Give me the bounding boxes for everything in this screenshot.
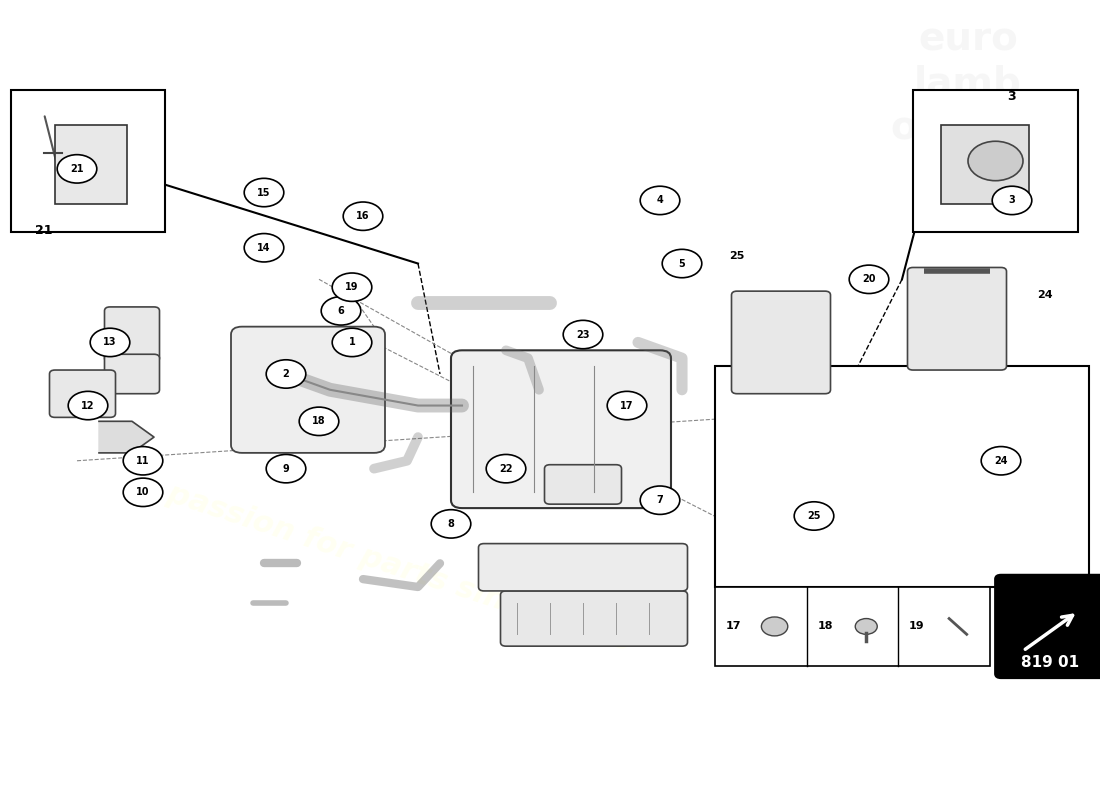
Text: 22: 22 — [499, 464, 513, 474]
Circle shape — [640, 486, 680, 514]
Circle shape — [856, 618, 878, 634]
Text: 20: 20 — [862, 274, 876, 284]
Text: 2: 2 — [283, 369, 289, 379]
FancyBboxPatch shape — [715, 366, 1089, 587]
FancyBboxPatch shape — [500, 591, 688, 646]
Text: 19: 19 — [345, 282, 359, 292]
Text: 7: 7 — [657, 495, 663, 506]
Text: 17: 17 — [726, 622, 741, 631]
FancyBboxPatch shape — [50, 370, 116, 418]
Text: 8: 8 — [448, 519, 454, 529]
Circle shape — [68, 391, 108, 420]
Text: 21: 21 — [35, 224, 53, 237]
Circle shape — [123, 478, 163, 506]
Circle shape — [640, 186, 680, 214]
Text: 11: 11 — [136, 456, 150, 466]
Circle shape — [662, 250, 702, 278]
FancyBboxPatch shape — [908, 267, 1007, 370]
FancyBboxPatch shape — [104, 354, 160, 394]
Text: a passion for parts since 1985: a passion for parts since 1985 — [133, 470, 637, 658]
Text: 3: 3 — [1008, 90, 1016, 103]
Circle shape — [607, 391, 647, 420]
Circle shape — [981, 446, 1021, 475]
Text: 23: 23 — [576, 330, 590, 339]
Circle shape — [244, 178, 284, 206]
Circle shape — [761, 617, 788, 636]
Text: 3: 3 — [1009, 195, 1015, 206]
Text: 17: 17 — [620, 401, 634, 410]
FancyBboxPatch shape — [11, 90, 165, 232]
Text: 10: 10 — [136, 487, 150, 498]
Text: 24: 24 — [994, 456, 1008, 466]
Text: 18: 18 — [312, 416, 326, 426]
Text: 5: 5 — [679, 258, 685, 269]
Text: 13: 13 — [103, 338, 117, 347]
Circle shape — [123, 446, 163, 475]
Text: 4: 4 — [657, 195, 663, 206]
Circle shape — [321, 297, 361, 325]
Circle shape — [343, 202, 383, 230]
Circle shape — [90, 328, 130, 357]
Text: 24: 24 — [1037, 290, 1053, 300]
FancyBboxPatch shape — [715, 587, 990, 666]
Text: 15: 15 — [257, 187, 271, 198]
Text: 1: 1 — [349, 338, 355, 347]
FancyBboxPatch shape — [104, 307, 160, 362]
Circle shape — [794, 502, 834, 530]
Text: 21: 21 — [70, 164, 84, 174]
FancyBboxPatch shape — [996, 575, 1100, 678]
Text: 9: 9 — [283, 464, 289, 474]
FancyBboxPatch shape — [781, 406, 902, 532]
FancyBboxPatch shape — [231, 326, 385, 453]
Text: 25: 25 — [729, 250, 745, 261]
FancyBboxPatch shape — [732, 291, 830, 394]
Text: 18: 18 — [817, 622, 833, 631]
FancyBboxPatch shape — [544, 465, 622, 504]
Text: 19: 19 — [909, 622, 924, 631]
Circle shape — [563, 320, 603, 349]
Polygon shape — [99, 422, 154, 453]
Text: 6: 6 — [338, 306, 344, 316]
Text: euro
lamb
orghini
parts: euro lamb orghini parts — [890, 21, 1046, 190]
Circle shape — [299, 407, 339, 435]
FancyBboxPatch shape — [55, 126, 126, 204]
Circle shape — [332, 328, 372, 357]
Circle shape — [849, 265, 889, 294]
Circle shape — [244, 234, 284, 262]
Text: 14: 14 — [257, 242, 271, 253]
Text: 12: 12 — [81, 401, 95, 410]
Circle shape — [266, 454, 306, 483]
Circle shape — [431, 510, 471, 538]
Circle shape — [266, 360, 306, 388]
Text: 25: 25 — [807, 511, 821, 521]
Text: 819 01: 819 01 — [1022, 655, 1079, 670]
Text: 16: 16 — [356, 211, 370, 221]
FancyBboxPatch shape — [478, 544, 688, 591]
Circle shape — [332, 273, 372, 302]
FancyBboxPatch shape — [451, 350, 671, 508]
Circle shape — [992, 186, 1032, 214]
FancyBboxPatch shape — [913, 90, 1078, 232]
Circle shape — [968, 142, 1023, 181]
Circle shape — [57, 154, 97, 183]
Circle shape — [486, 454, 526, 483]
FancyBboxPatch shape — [940, 126, 1028, 204]
